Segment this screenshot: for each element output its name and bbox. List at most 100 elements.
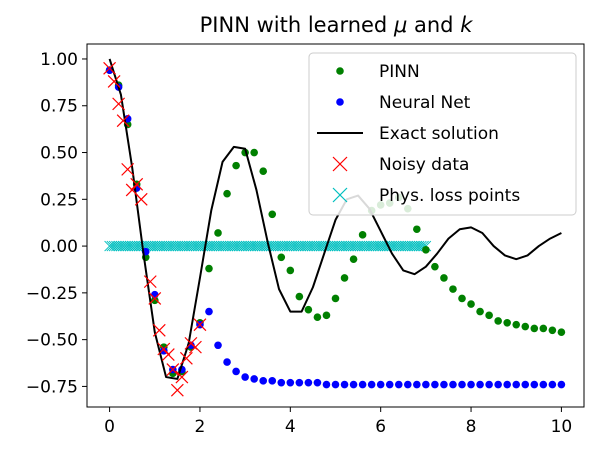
legend-item-phys-loss-points: Phys. loss points	[332, 186, 520, 206]
noisy-data-point	[166, 363, 180, 377]
noisy-data-point	[107, 74, 121, 88]
neural-net-point	[503, 380, 511, 389]
noisy-data-point	[148, 292, 162, 305]
y-axis: 1.00 0.75 0.50 0.25 0.00 −0.25 −0.50 −0.75	[26, 50, 87, 397]
neural-net-point	[295, 378, 304, 387]
neural-net-point	[394, 380, 403, 389]
neural-net-point	[458, 380, 466, 389]
neural-net-point	[331, 380, 340, 389]
pinn-point	[304, 305, 313, 314]
legend-item-noisy-data: Noisy data	[332, 155, 469, 175]
title-k: k	[460, 13, 473, 37]
neural-net-point	[485, 380, 493, 389]
neural-net-point	[422, 380, 430, 389]
neural-net-point	[440, 380, 448, 389]
x-tick-label: 6	[375, 417, 386, 437]
neural-net-point	[286, 378, 295, 387]
pinn-point	[449, 285, 457, 293]
neural-net-point	[150, 290, 159, 299]
pinn-point	[485, 311, 493, 320]
legend-label: Neural Net	[379, 93, 471, 113]
neural-net-point	[548, 380, 557, 389]
neural-net-point	[349, 380, 358, 389]
pinn-point	[422, 246, 430, 254]
noisy-data-point	[161, 348, 175, 362]
noisy-data-point	[170, 383, 184, 397]
noisy-data-point	[112, 97, 126, 111]
noisy-data-point	[134, 192, 148, 206]
noisy-data-point	[121, 162, 135, 176]
noisy-data-point	[103, 61, 117, 75]
neural-net-point	[358, 380, 367, 389]
noisy-data-point	[152, 323, 166, 337]
noisy-data-point	[130, 177, 144, 191]
pinn-point	[250, 148, 258, 157]
noisy-data-point	[179, 351, 193, 365]
neural-net-point	[214, 341, 222, 350]
plot-content	[103, 58, 566, 397]
neural-net-point	[340, 380, 349, 389]
neural-net-point	[322, 380, 331, 389]
y-tick-label: −0.25	[26, 284, 78, 304]
pinn-point	[512, 320, 521, 329]
neural-net-point	[403, 380, 412, 389]
pinn-point	[458, 294, 466, 303]
legend: PINN Neural Net Exact solution Noisy data Ph…	[308, 52, 577, 216]
pinn-point	[467, 300, 475, 308]
neural-net-point	[277, 378, 286, 387]
noisy-data-point	[157, 342, 171, 356]
pinn-point	[539, 324, 548, 333]
pinn-point	[150, 296, 159, 305]
chart-title: PINN with learned μ and k	[200, 13, 474, 37]
title-mu: μ	[393, 13, 407, 37]
y-tick-label: −0.75	[26, 377, 78, 397]
pinn-point	[521, 322, 530, 331]
pinn-point	[259, 167, 268, 176]
pinn-point	[548, 326, 557, 335]
neural-net-point	[385, 380, 394, 389]
noisy-data-point	[189, 340, 202, 354]
x-tick-label: 0	[104, 417, 115, 437]
neural-net-point	[232, 367, 240, 376]
neural-net-point	[539, 380, 548, 389]
neural-net-point	[105, 66, 114, 74]
series-noisy-data	[103, 61, 207, 397]
legend-marker	[336, 98, 344, 106]
plot-frame	[86, 43, 585, 408]
pinn-point	[223, 189, 231, 198]
neural-net-point	[530, 380, 539, 389]
x-tick-label: 4	[285, 417, 296, 437]
pinn-point	[313, 313, 322, 321]
neural-net-point	[476, 380, 484, 389]
x-tick-label: 10	[551, 417, 573, 437]
pinn-point	[413, 225, 421, 234]
x-tick-label: 8	[466, 417, 477, 437]
neural-net-point	[431, 380, 439, 389]
pinn-point	[503, 318, 511, 327]
title-mid: and	[407, 13, 460, 37]
neural-net-point	[304, 378, 313, 387]
neural-net-point	[241, 373, 249, 381]
pinn-point	[331, 294, 340, 303]
noisy-data-point	[116, 114, 130, 128]
neural-net-point	[259, 377, 268, 385]
x-axis: 0 2 4 6 8 10	[104, 407, 572, 437]
y-tick-label: 0.75	[40, 97, 78, 117]
pinn-point	[205, 264, 213, 273]
pinn-point	[557, 328, 566, 336]
pinn-point	[494, 317, 502, 325]
legend-marker	[332, 156, 348, 172]
legend-item-neural-net: Neural Net	[336, 93, 471, 113]
pinn-point	[440, 274, 448, 282]
pinn-point	[277, 253, 286, 262]
noisy-data-point	[143, 275, 157, 289]
pinn-point	[232, 161, 240, 170]
legend-label: Phys. loss points	[379, 186, 520, 206]
x-tick-label: 2	[195, 417, 206, 437]
neural-net-point	[467, 380, 475, 389]
neural-net-point	[313, 378, 322, 387]
y-tick-label: 1.00	[40, 50, 78, 70]
pinn-point	[268, 210, 277, 219]
pinn-point	[286, 266, 295, 275]
legend-item-pinn: PINN	[336, 62, 420, 82]
